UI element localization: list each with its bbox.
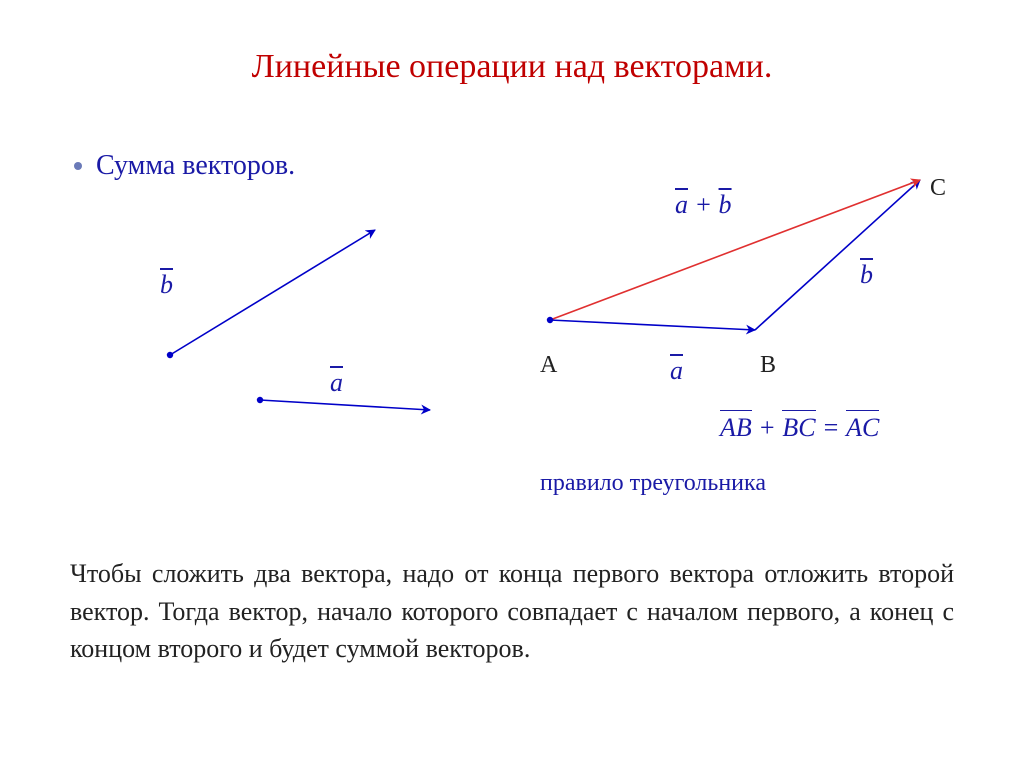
equation: AB + BC = AC: [720, 410, 879, 443]
label-sum: a + b: [675, 190, 732, 220]
bullet-row: Сумма векторов.: [74, 150, 295, 182]
eq-AB: AB: [720, 410, 752, 443]
vector-sum-right: [550, 180, 920, 320]
eq-plus: +: [752, 413, 783, 442]
vector-b-left: [170, 230, 375, 355]
vector-a-start-dot: [257, 397, 263, 403]
vector-b-start-dot: [167, 352, 173, 358]
bullet-dot-icon: [74, 162, 82, 170]
label-a-right-text: a: [670, 356, 683, 385]
vector-a-right: [550, 320, 755, 330]
label-B: B: [760, 352, 776, 379]
label-sum-b: b: [719, 190, 732, 219]
label-b-left-text: b: [160, 270, 173, 299]
label-C: C: [930, 175, 946, 202]
label-b-right-text: b: [860, 260, 873, 289]
bullet-text: Сумма векторов.: [96, 150, 295, 182]
label-a-right: a: [670, 356, 683, 386]
label-b-left: b: [160, 270, 173, 300]
label-b-right: b: [860, 260, 873, 290]
rule-label: правило треугольника: [540, 470, 766, 497]
slide-page: Линейные операции над векторами. Сумма в…: [0, 0, 1024, 768]
left-diagram: [120, 200, 460, 430]
vector-a-left: [260, 400, 430, 410]
eq-BC: BC: [782, 410, 815, 443]
label-sum-plus: +: [688, 190, 719, 219]
label-a-left: a: [330, 368, 343, 398]
vector-b-right: [755, 180, 920, 330]
label-A: A: [540, 352, 557, 379]
label-sum-a: a: [675, 190, 688, 219]
slide-title: Линейные операции над векторами.: [0, 48, 1024, 86]
point-A-dot: [547, 317, 553, 323]
eq-AC: AC: [846, 410, 879, 443]
body-paragraph: Чтобы сложить два вектора, надо от конца…: [70, 555, 954, 668]
label-a-left-text: a: [330, 368, 343, 397]
eq-eq: =: [816, 413, 847, 442]
